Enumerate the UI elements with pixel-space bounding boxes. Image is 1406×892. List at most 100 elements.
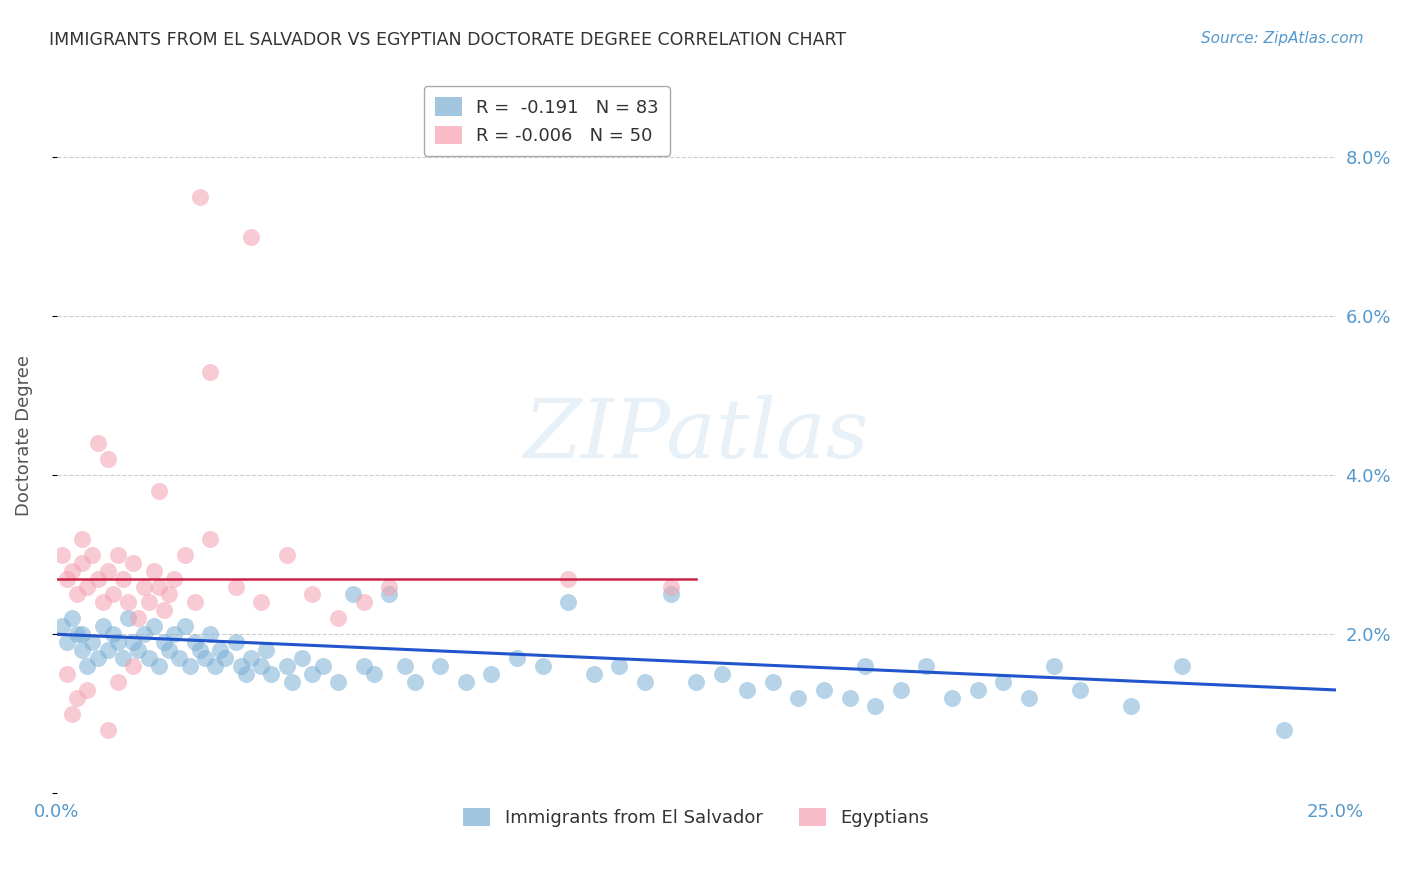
Point [51,619,73,633]
Legend: Immigrants from El Salvador, Egyptians: Immigrants from El Salvador, Egyptians [456,801,936,834]
Point [91,619,114,633]
Point [188,643,211,657]
Point [353,659,375,673]
Point [240,651,263,665]
Point [188,190,211,204]
Point [112,651,135,665]
Point [378,580,401,594]
Point [429,659,451,673]
Point [481,667,503,681]
Point [260,667,283,681]
Point [56,667,79,681]
Point [582,667,605,681]
Point [148,659,170,673]
Point [214,651,236,665]
Point [394,659,416,673]
Point [853,659,876,673]
Point [194,651,217,665]
Point [97,723,120,737]
Point [787,690,810,705]
Point [301,667,323,681]
Point [56,572,79,586]
Text: ZIPatlas: ZIPatlas [523,395,869,475]
Point [66,587,89,601]
Point [184,595,207,609]
Point [107,635,129,649]
Text: Source: ZipAtlas.com: Source: ZipAtlas.com [1201,31,1364,46]
Point [157,587,180,601]
Point [378,587,401,601]
Point [291,651,314,665]
Point [97,643,120,657]
Point [1069,682,1091,697]
Point [169,651,191,665]
Point [353,595,375,609]
Point [838,690,860,705]
Point [609,659,631,673]
Point [101,627,124,641]
Point [557,595,579,609]
Point [70,532,93,546]
Point [66,690,89,705]
Point [276,548,298,562]
Point [70,556,93,570]
Point [82,548,104,562]
Point [235,667,257,681]
Point [173,619,195,633]
Point [209,643,232,657]
Point [157,643,180,657]
Point [122,556,145,570]
Point [1171,659,1194,673]
Point [454,675,477,690]
Point [634,675,657,690]
Point [127,611,149,625]
Point [153,635,176,649]
Point [229,659,252,673]
Point [557,572,579,586]
Point [326,675,349,690]
Point [531,659,554,673]
Point [301,587,323,601]
Point [153,603,176,617]
Point [51,548,73,562]
Point [363,667,385,681]
Point [86,436,108,450]
Point [281,675,304,690]
Point [184,635,207,649]
Point [76,580,98,594]
Point [148,580,170,594]
Point [132,580,155,594]
Point [138,595,160,609]
Point [250,659,273,673]
Point [70,627,93,641]
Point [685,675,707,690]
Point [82,635,104,649]
Point [863,698,886,713]
Point [1043,659,1066,673]
Point [813,682,835,697]
Point [142,564,165,578]
Point [60,611,83,625]
Point [342,587,364,601]
Point [70,643,93,657]
Point [91,595,114,609]
Point [659,587,682,601]
Point [762,675,785,690]
Point [132,627,155,641]
Point [122,659,145,673]
Point [204,659,226,673]
Point [173,548,195,562]
Point [1119,698,1142,713]
Point [101,587,124,601]
Point [97,564,120,578]
Point [254,643,277,657]
Point [76,659,98,673]
Point [250,595,273,609]
Point [66,627,89,641]
Point [198,365,221,379]
Point [138,651,160,665]
Point [991,675,1014,690]
Point [127,643,149,657]
Point [890,682,912,697]
Point [163,572,186,586]
